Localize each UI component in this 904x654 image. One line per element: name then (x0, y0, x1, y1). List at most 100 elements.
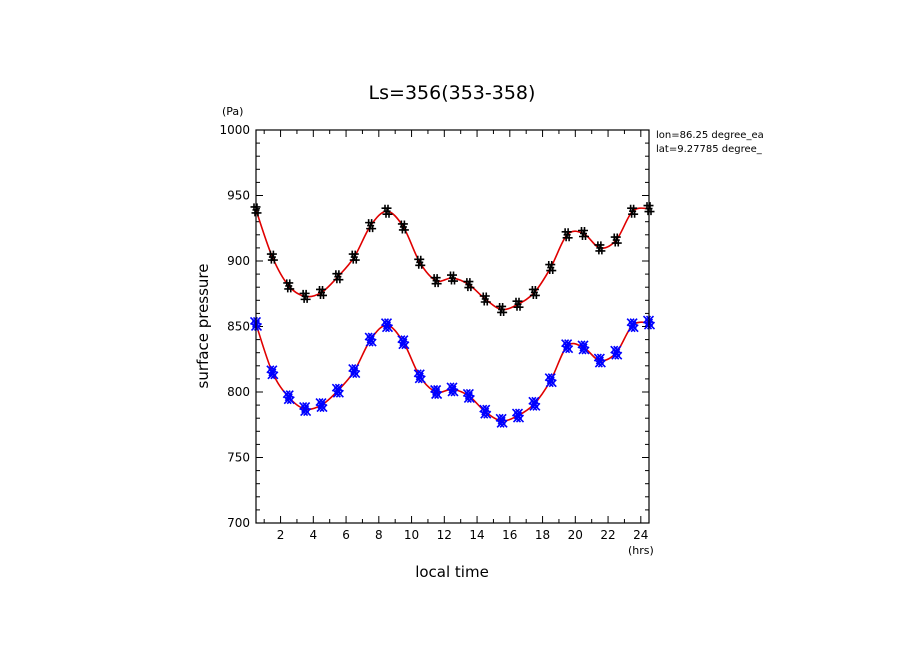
cross-marker (316, 404, 325, 413)
cross-marker (300, 407, 309, 417)
cross-marker (398, 341, 407, 350)
plus-marker (611, 239, 619, 247)
plus-marker (351, 250, 359, 258)
plus-marker (349, 256, 357, 264)
chart-title: Ls=356(353-358) (369, 82, 536, 104)
x-tick-label: 2 (277, 528, 285, 542)
y-tick-label: 850 (227, 320, 250, 334)
cross-marker (596, 353, 605, 362)
y-tick-label: 900 (227, 254, 250, 268)
cross-marker (514, 408, 524, 417)
plus-marker (335, 270, 343, 278)
cross-marker (414, 375, 423, 384)
lon-annotation: lon=86.25 degree_ea (656, 130, 764, 141)
plus-marker (644, 208, 652, 216)
plus-marker (317, 291, 324, 299)
plot-frame (255, 129, 650, 524)
plus-marker (531, 285, 539, 293)
y-tick-label: 700 (227, 516, 250, 530)
x-tick-label: 24 (633, 528, 648, 542)
x-tick-label: 6 (342, 528, 350, 542)
plot-series (249, 202, 656, 428)
cross-marker (332, 389, 341, 398)
cross-marker (562, 345, 571, 354)
x-tick-label: 16 (502, 528, 517, 542)
plus-marker (480, 298, 488, 306)
cross-marker (351, 363, 360, 373)
plus-marker (267, 256, 275, 264)
cross-marker (580, 340, 589, 349)
cross-marker (348, 363, 357, 373)
cross-marker (643, 321, 653, 330)
plus-marker (499, 302, 507, 310)
plus-marker (630, 204, 638, 212)
cross-marker (383, 318, 393, 327)
x-tick-label: 8 (375, 528, 383, 542)
series-line-2 (255, 321, 650, 422)
cross-marker (482, 404, 491, 413)
cross-marker (483, 410, 492, 419)
plus-marker (513, 303, 521, 311)
cross-marker (431, 390, 440, 400)
cross-marker (495, 413, 504, 422)
cross-marker (433, 384, 442, 394)
cross-marker (594, 359, 603, 368)
cross-marker (266, 365, 275, 374)
plus-marker (628, 210, 636, 218)
y-tick-label: 950 (227, 189, 250, 203)
x-tick-label: 18 (535, 528, 550, 542)
plus-marker (466, 278, 474, 286)
plus-marker (431, 280, 439, 288)
plus-marker (333, 276, 341, 284)
plus-marker (400, 220, 408, 228)
lat-annotation: lat=9.27785 degree_ (656, 144, 763, 155)
cross-marker (365, 338, 374, 347)
plus-marker (515, 297, 523, 305)
cross-marker (334, 383, 343, 392)
plus-marker (251, 209, 259, 217)
cross-marker (449, 382, 458, 391)
cross-marker (315, 398, 324, 407)
x-tick-label: 4 (309, 528, 317, 542)
cross-marker (645, 315, 655, 324)
plus-marker (450, 271, 457, 279)
plus-marker (497, 308, 505, 316)
y-unit: (Pa) (222, 105, 243, 118)
plus-marker (366, 225, 374, 233)
cross-marker (252, 316, 262, 325)
cross-marker (529, 402, 538, 411)
plus-marker (269, 250, 277, 258)
cross-marker (447, 388, 456, 397)
cross-marker (613, 345, 622, 354)
plus-marker (433, 274, 441, 282)
plus-marker (284, 285, 292, 293)
cross-marker (545, 379, 554, 388)
cross-marker (381, 324, 391, 333)
plus-marker (300, 295, 308, 303)
x-unit: (hrs) (628, 544, 654, 557)
plus-marker (564, 228, 572, 236)
plus-marker (384, 204, 392, 212)
plus-marker (613, 233, 621, 241)
plus-marker (415, 261, 423, 269)
cross-marker (466, 394, 475, 403)
x-tick-label: 10 (404, 528, 419, 542)
plus-marker (368, 219, 376, 227)
cross-marker (416, 369, 425, 378)
x-tick-label: 20 (568, 528, 583, 542)
cross-marker (367, 332, 376, 341)
cross-marker (627, 324, 636, 333)
x-axis-label: local time (415, 563, 489, 581)
plus-marker (548, 261, 556, 269)
plus-marker (286, 279, 294, 287)
plus-marker (562, 234, 570, 242)
plus-marker (382, 210, 390, 218)
x-tick-label: 22 (600, 528, 615, 542)
plus-marker (302, 289, 310, 297)
x-tick-label: 12 (437, 528, 452, 542)
cross-marker (480, 410, 489, 419)
y-tick-label: 1000 (219, 123, 250, 137)
cross-marker (463, 394, 472, 403)
cross-marker (531, 396, 540, 405)
plus-marker (253, 203, 261, 211)
